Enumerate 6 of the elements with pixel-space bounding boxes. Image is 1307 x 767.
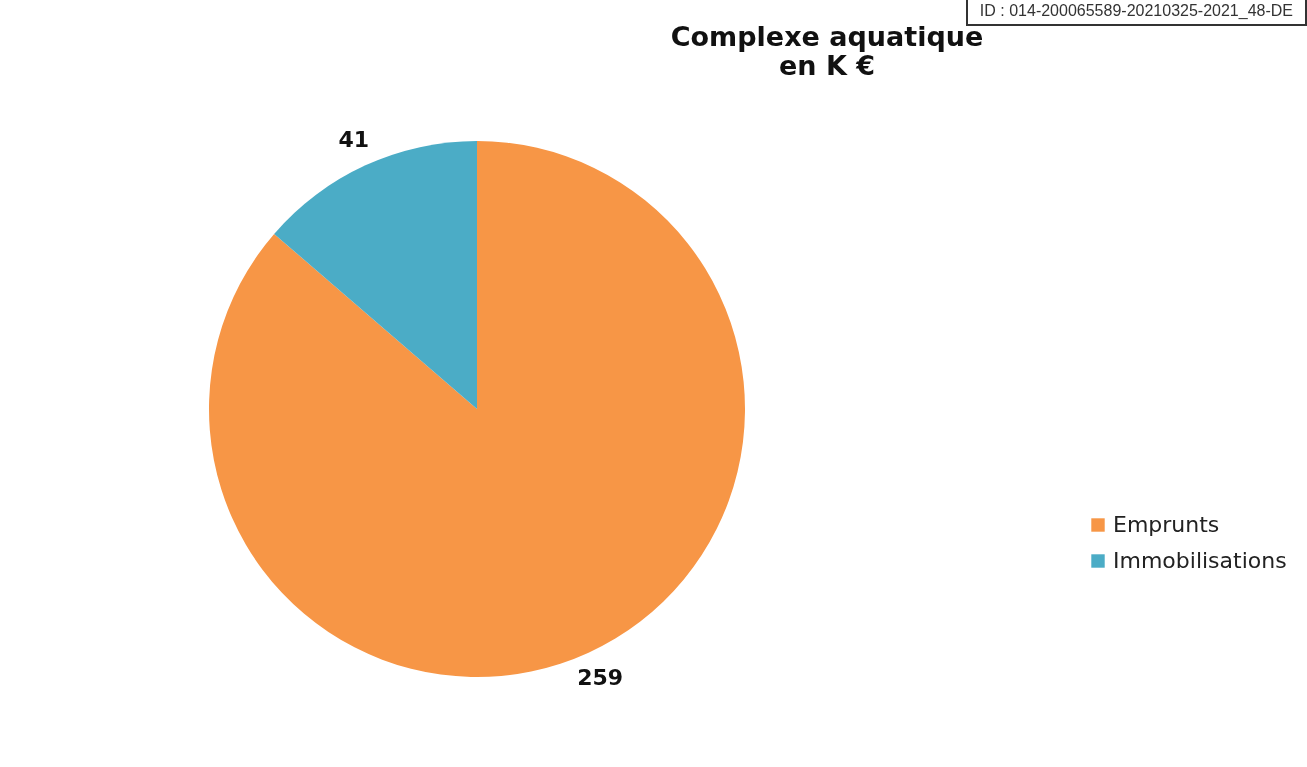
legend-label: Immobilisations <box>1113 548 1287 573</box>
chart-title: Complexe aquatique en K € <box>670 20 984 81</box>
data-label: 41 <box>338 126 370 152</box>
text: ID : 014-200065589-20210325-2021_48-DE <box>979 2 1293 19</box>
data-label: 259 <box>577 665 624 691</box>
legend-label: Emprunts <box>1113 512 1220 537</box>
